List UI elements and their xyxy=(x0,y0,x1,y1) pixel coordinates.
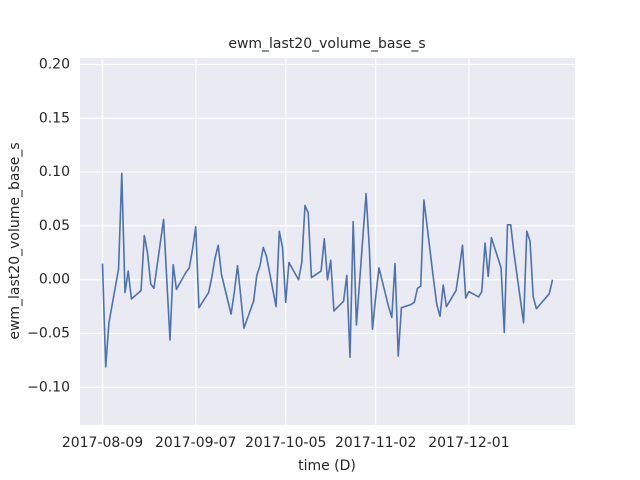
x-tick-label: 2017-11-02 xyxy=(335,435,416,451)
x-axis-label: time (D) xyxy=(298,458,356,474)
x-tick-label: 2017-09-07 xyxy=(155,435,236,451)
y-tick-label: 0.20 xyxy=(39,56,70,72)
y-tick-label: −0.05 xyxy=(27,326,70,342)
y-tick-label: 0.00 xyxy=(39,272,70,288)
x-tick-label: 2017-08-09 xyxy=(62,435,143,451)
y-tick-label: −0.10 xyxy=(27,379,70,395)
x-tick-label: 2017-12-01 xyxy=(428,435,509,451)
x-tick-label: 2017-10-05 xyxy=(245,435,326,451)
chart-title: ewm_last20_volume_base_s xyxy=(228,36,425,52)
y-tick-label: 0.15 xyxy=(39,110,70,126)
y-tick-label: 0.10 xyxy=(39,164,70,180)
y-axis-label: ewm_last20_volume_base_s xyxy=(7,142,23,339)
y-tick-label: 0.05 xyxy=(39,218,70,234)
plot-area xyxy=(80,58,575,425)
data-line xyxy=(101,172,554,368)
